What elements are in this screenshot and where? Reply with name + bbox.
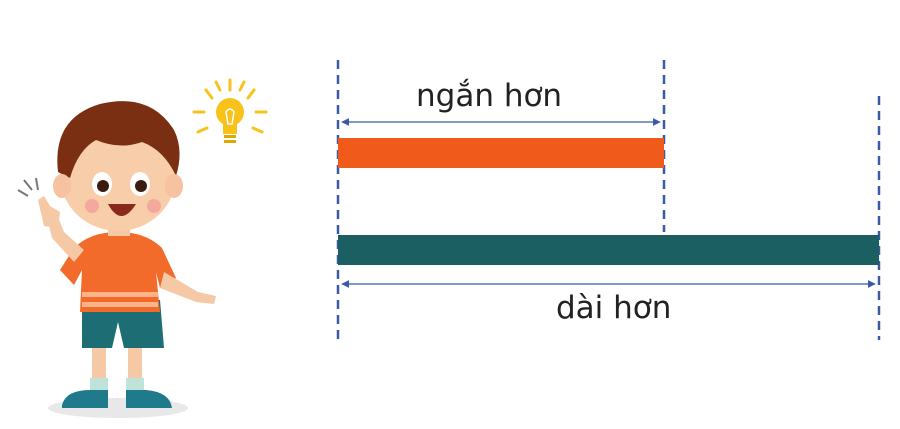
lowered-arm bbox=[160, 272, 216, 304]
right-shoe-icon bbox=[126, 390, 172, 408]
hair bbox=[57, 101, 180, 178]
left-cheek bbox=[85, 199, 99, 213]
light-bulb-icon bbox=[192, 78, 268, 143]
right-cheek bbox=[147, 199, 161, 213]
left-ear bbox=[53, 174, 71, 198]
short-bar bbox=[338, 138, 664, 168]
left-leg bbox=[92, 340, 106, 390]
right-ear bbox=[165, 174, 183, 198]
left-pupil bbox=[97, 180, 109, 192]
short-label: ngắn hơn bbox=[416, 78, 563, 114]
motion-mark bbox=[17, 189, 29, 197]
long-label: dài hơn bbox=[556, 290, 672, 326]
mouth bbox=[108, 204, 136, 216]
motion-mark bbox=[35, 177, 39, 191]
right-pupil bbox=[135, 180, 147, 192]
shirt-stripe bbox=[82, 292, 158, 297]
boy-illustration bbox=[17, 78, 268, 418]
left-shoe-icon bbox=[62, 390, 108, 408]
left-sock bbox=[90, 378, 108, 392]
shirt-stripe bbox=[82, 302, 158, 307]
long-bar bbox=[338, 235, 879, 265]
pointing-hand-icon bbox=[38, 196, 60, 228]
right-sock bbox=[126, 378, 144, 392]
motion-mark bbox=[23, 179, 33, 191]
right-leg bbox=[128, 340, 142, 390]
